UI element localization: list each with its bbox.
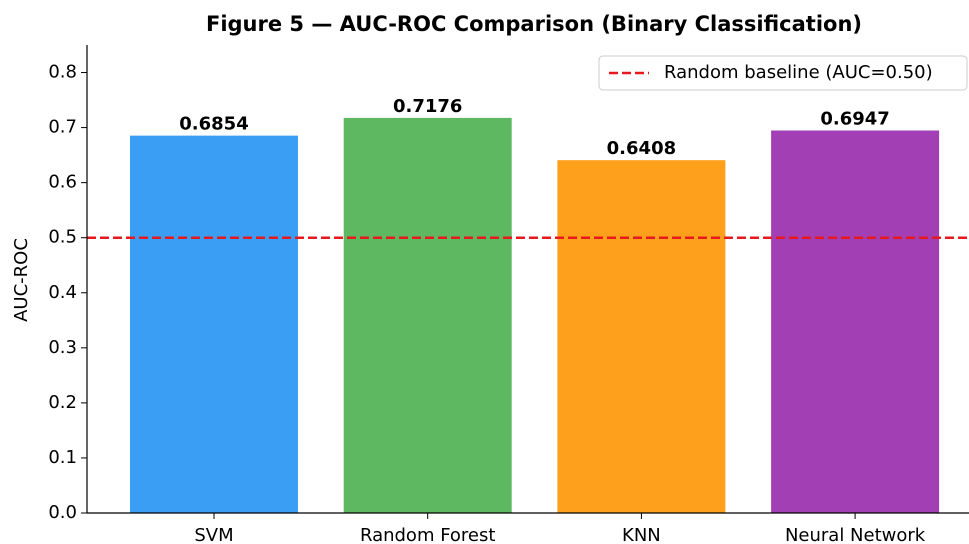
bar: [557, 160, 726, 514]
x-tick-label: KNN: [622, 525, 661, 544]
bar: [771, 130, 940, 513]
y-tick-label: 0.1: [48, 447, 77, 468]
chart-title: Figure 5 — AUC-ROC Comparison (Binary Cl…: [206, 12, 862, 36]
value-label: 0.6947: [820, 109, 889, 130]
bar: [130, 135, 298, 513]
y-tick-label: 0.6: [48, 172, 77, 193]
y-tick-label: 0.8: [48, 62, 77, 83]
value-label: 0.6408: [607, 138, 676, 159]
x-tick-label: Random Forest: [360, 525, 495, 544]
y-tick-label: 0.0: [48, 502, 77, 523]
y-tick-label: 0.2: [48, 392, 77, 413]
legend-label: Random baseline (AUC=0.50): [664, 62, 933, 83]
y-tick-label: 0.5: [48, 227, 77, 248]
legend-box: [598, 55, 968, 91]
value-label: 0.7176: [393, 96, 462, 117]
y-axis-label: AUC-ROC: [11, 238, 32, 322]
y-tick-label: 0.3: [48, 337, 77, 358]
y-tick-label: 0.7: [48, 117, 77, 138]
value-label: 0.6854: [179, 114, 248, 135]
y-tick-label: 0.4: [48, 282, 77, 303]
bar: [343, 117, 512, 513]
x-tick-label: SVM: [194, 525, 233, 544]
x-tick-label: Neural Network: [785, 525, 926, 544]
